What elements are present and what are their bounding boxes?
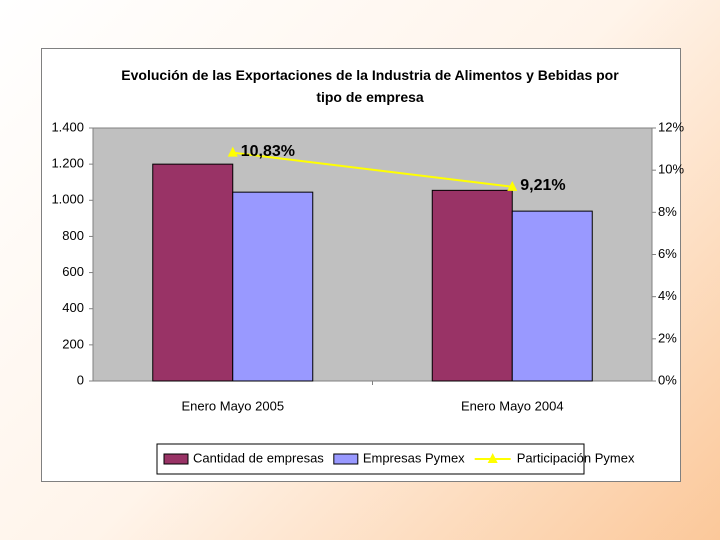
y2-tick-label: 12%	[658, 119, 684, 134]
legend-label: Participación Pymex	[517, 450, 635, 465]
legend-marker	[487, 453, 498, 463]
y-tick-label: 1.200	[51, 156, 84, 171]
legend-box	[156, 443, 585, 475]
y-tick-label: 1.400	[51, 119, 84, 134]
legend-swatch	[163, 453, 189, 465]
data-label: 10,83%	[241, 143, 295, 160]
y2-tick-label: 0%	[658, 372, 677, 387]
line	[232, 151, 513, 188]
x-tick-label: Enero Mayo 2004	[461, 398, 564, 413]
legend-label: Empresas Pymex	[363, 450, 465, 465]
y2-tick-label: 10%	[658, 162, 684, 177]
chart-title: Evolución de las Exportaciones de la Ind…	[121, 67, 619, 105]
marker	[227, 146, 238, 157]
legend-swatch	[333, 453, 359, 465]
y-tick-label: 0	[77, 372, 84, 387]
y-tick-label: 400	[62, 300, 84, 315]
y2-tick-label: 4%	[658, 288, 677, 303]
y2-tick-label: 8%	[658, 204, 677, 219]
y2-tick-label: 2%	[658, 330, 677, 345]
y2-tick-label: 6%	[658, 246, 677, 261]
y-tick-label: 600	[62, 264, 84, 279]
data-label: 9,21%	[520, 177, 565, 194]
legend-label: Cantidad de empresas	[193, 450, 324, 465]
bar	[232, 191, 314, 382]
y-tick-label: 800	[62, 228, 84, 243]
bar	[511, 210, 593, 382]
bar	[152, 163, 234, 382]
y-tick-label: 1.000	[51, 192, 84, 207]
y-tick-label: 200	[62, 336, 84, 351]
bar	[431, 189, 513, 382]
marker	[507, 180, 518, 191]
x-tick-label: Enero Mayo 2005	[181, 398, 284, 413]
